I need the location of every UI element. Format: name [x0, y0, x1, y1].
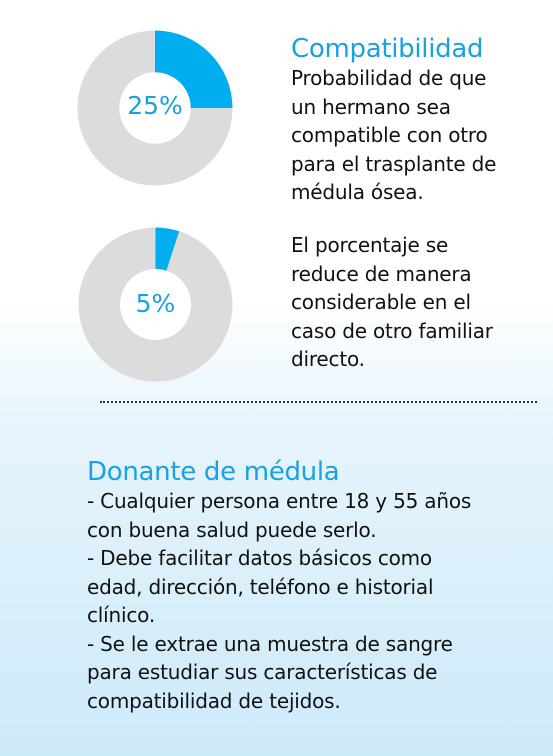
text-line: para estudiar sus características de — [87, 660, 438, 684]
donut-chart-svg — [77, 30, 233, 186]
text-line: médula ósea. — [291, 180, 424, 204]
text-line: considerable en el — [291, 290, 471, 314]
donut-center-label: 5% — [135, 289, 176, 318]
donut-slice-highlight — [155, 227, 180, 271]
text-line: reduce de manera — [291, 261, 472, 286]
text-line: - Debe facilitar datos básicos como — [87, 546, 432, 570]
text-line: para el trasplante de — [291, 151, 497, 176]
text-line: Probabilidad de que — [291, 66, 487, 90]
text-line: edad, dirección, teléfono e historial — [87, 574, 434, 599]
text-line: compatible con otro — [291, 123, 488, 147]
donor-section: Donante de médula - Cualquier persona en… — [87, 456, 471, 715]
text-line: caso de otro familiar — [291, 318, 493, 343]
reduction-note: El porcentaje se reduce de manera consid… — [291, 231, 493, 374]
text-line: clínico. — [87, 603, 155, 627]
donut-chart-compatibility: 25% — [77, 30, 233, 186]
donut-chart-other-relative: 5% — [78, 227, 233, 382]
donor-title: Donante de médula — [87, 457, 340, 487]
text-line: El porcentaje se — [291, 233, 449, 257]
donut-hole — [120, 269, 191, 340]
donor-description: - Cualquier persona entre 18 y 55 años c… — [87, 487, 471, 715]
donut-slice-highlight — [155, 30, 233, 108]
text-line: con buena salud puede serlo. — [87, 517, 377, 542]
compatibility-description: Probabilidad de que un hermano sea compa… — [291, 64, 496, 207]
donut-slice-remainder — [77, 30, 233, 186]
donut-center-label: 25% — [127, 91, 183, 120]
text-line: compatibilidad de tejidos. — [87, 688, 341, 713]
compatibility-title: Compatibilidad — [291, 34, 484, 64]
text-line: un hermano sea — [291, 94, 451, 119]
donut-slice-remainder — [78, 227, 233, 382]
text-line: - Se le extrae una muestra de sangre — [87, 631, 453, 656]
compatibility-section: Compatibilidad Probabilidad de que un he… — [291, 33, 496, 207]
dotted-divider — [100, 401, 537, 403]
text-line: - Cualquier persona entre 18 y 55 años — [87, 489, 472, 513]
donut-hole — [119, 72, 191, 144]
text-line: directo. — [291, 347, 365, 371]
donut-chart-svg — [78, 227, 233, 382]
